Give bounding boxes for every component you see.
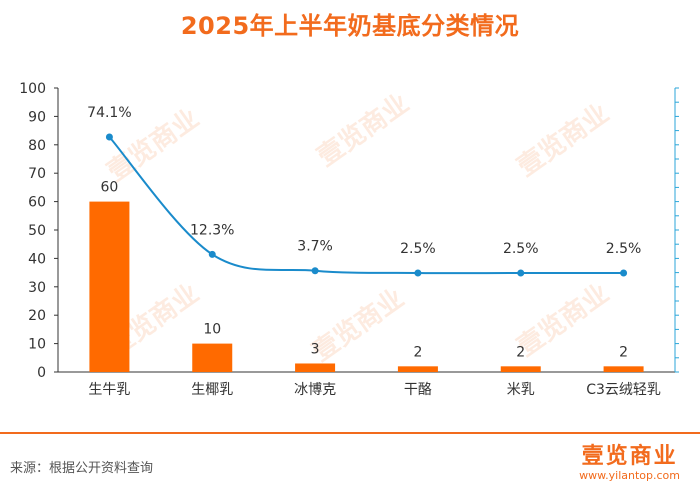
line-value-label: 12.3% [190,222,234,238]
footer-divider [0,432,700,434]
y-tick-label: 60 [28,195,46,211]
x-tick-label: 米乳 [507,382,535,398]
y-tick-label: 90 [28,109,46,125]
y-tick-label: 100 [19,81,46,97]
bar-value-label: 2 [516,344,525,360]
bar [500,366,541,372]
line-value-label: 2.5% [400,241,436,257]
source-note: 来源：根据公开资料查询 [10,461,154,476]
y-tick-label: 80 [28,138,46,154]
bar [397,366,438,372]
line-value-label: 2.5% [606,241,642,257]
line-point [311,267,319,275]
bar [192,343,233,372]
logo-name: 壹览商业 [581,444,678,469]
y-tick-label: 10 [28,337,46,353]
logo-url: www.yilantop.com [579,469,680,482]
bar-value-label: 60 [101,180,119,196]
bar [89,201,130,372]
line-value-label: 2.5% [503,241,539,257]
x-tick-label: 生椰乳 [191,382,233,398]
line-value-label: 74.1% [87,105,131,121]
chart-area: 0 10 20 30 40 50 60 70 80 90 100 60 10 3 2 2 2 生牛乳 生椰乳 冰博克 干… [19,81,679,398]
bar [295,363,336,372]
y-tick-label: 20 [28,308,46,324]
chart-title: 2025年上半年奶基底分类情况 [180,12,520,40]
x-tick-label: 生牛乳 [88,382,130,398]
line-point [620,269,628,277]
line-point [105,133,113,141]
y-tick-label: 50 [28,223,46,239]
x-tick-label: C3云绒轻乳 [586,382,661,398]
y-tick-label: 0 [37,365,46,381]
brand-logo: 壹览商业 www.yilantop.com [579,445,680,483]
bar-value-label: 10 [203,322,221,338]
y-tick-label: 30 [28,280,46,296]
bar-value-label: 2 [619,344,628,360]
y-tick-label: 40 [28,251,46,267]
x-tick-label: 冰博克 [294,381,336,398]
x-tick-label: 干酪 [404,382,432,398]
line-value-label: 3.7% [297,239,333,255]
bar-value-label: 2 [413,344,422,360]
line-series [108,136,624,275]
bar-value-label: 3 [311,341,320,357]
bar [603,366,644,372]
y-tick-label: 70 [28,166,46,182]
line-point [414,269,422,277]
line-point [517,269,525,277]
line-point [208,250,216,258]
